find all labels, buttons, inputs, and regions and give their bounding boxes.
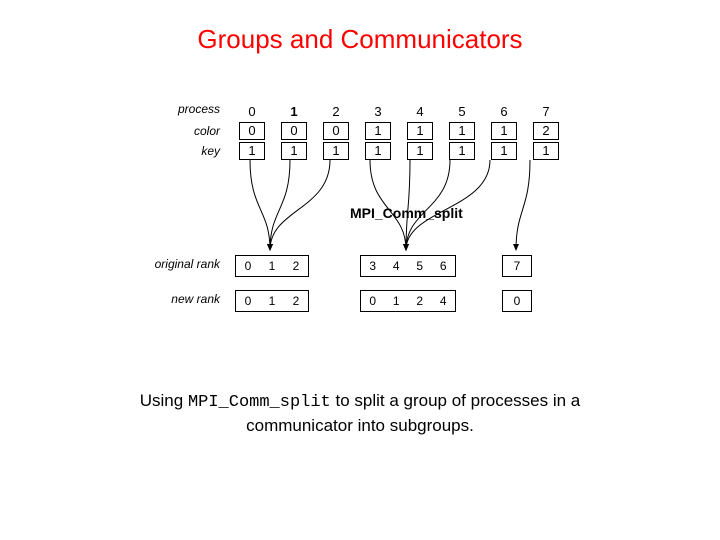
rank-cell: 1 bbox=[260, 291, 284, 311]
process-id: 0 bbox=[232, 102, 272, 120]
key-cell: 1 bbox=[274, 142, 314, 160]
rank-cell: 2 bbox=[408, 291, 432, 311]
rank-cell: 0 bbox=[361, 291, 385, 311]
color-cell: 1 bbox=[358, 122, 398, 140]
label-process: process bbox=[140, 102, 220, 116]
caption-code: MPI_Comm_split bbox=[188, 393, 331, 412]
color-cell: 1 bbox=[484, 122, 524, 140]
key-cell: 1 bbox=[316, 142, 356, 160]
rank-cell: 1 bbox=[385, 291, 409, 311]
process-id: 6 bbox=[484, 102, 524, 120]
key-cell: 1 bbox=[526, 142, 566, 160]
rank-cell: 5 bbox=[408, 256, 432, 276]
color-cell: 0 bbox=[232, 122, 272, 140]
new-rank-group: 0 bbox=[502, 290, 532, 312]
original-rank-group: 3456 bbox=[360, 255, 456, 277]
color-cell: 2 bbox=[526, 122, 566, 140]
rank-cell: 2 bbox=[284, 291, 308, 311]
color-cell: 0 bbox=[274, 122, 314, 140]
key-cell: 1 bbox=[400, 142, 440, 160]
rank-cell: 1 bbox=[260, 256, 284, 276]
process-id: 7 bbox=[526, 102, 566, 120]
page-title: Groups and Communicators bbox=[0, 24, 720, 55]
color-cell: 1 bbox=[442, 122, 482, 140]
diagram-area: process color key 01234567 00011112 1111… bbox=[170, 100, 570, 380]
original-rank-group: 7 bbox=[502, 255, 532, 277]
new-rank-group: 012 bbox=[235, 290, 309, 312]
key-cell: 1 bbox=[484, 142, 524, 160]
process-id: 2 bbox=[316, 102, 356, 120]
label-key: key bbox=[140, 144, 220, 158]
label-new-rank: new rank bbox=[140, 292, 220, 306]
key-cell: 1 bbox=[358, 142, 398, 160]
function-label: MPI_Comm_split bbox=[350, 205, 463, 221]
label-color: color bbox=[140, 124, 220, 138]
rank-cell: 4 bbox=[385, 256, 409, 276]
rank-cell: 6 bbox=[432, 256, 456, 276]
rank-cell: 0 bbox=[503, 291, 531, 311]
caption-prefix: Using bbox=[140, 391, 188, 410]
original-rank-group: 012 bbox=[235, 255, 309, 277]
process-table: 01234567 00011112 11111111 bbox=[230, 100, 568, 162]
rank-cell: 2 bbox=[284, 256, 308, 276]
label-original-rank: original rank bbox=[140, 257, 220, 271]
process-id: 5 bbox=[442, 102, 482, 120]
process-id: 3 bbox=[358, 102, 398, 120]
new-rank-group: 0124 bbox=[360, 290, 456, 312]
color-cell: 1 bbox=[400, 122, 440, 140]
rank-cell: 0 bbox=[236, 291, 260, 311]
caption: Using MPI_Comm_split to split a group of… bbox=[100, 390, 620, 438]
rank-cell: 0 bbox=[236, 256, 260, 276]
rank-cell: 4 bbox=[432, 291, 456, 311]
rank-cell: 3 bbox=[361, 256, 385, 276]
color-cell: 0 bbox=[316, 122, 356, 140]
rank-cell: 7 bbox=[503, 256, 531, 276]
process-id: 4 bbox=[400, 102, 440, 120]
key-cell: 1 bbox=[442, 142, 482, 160]
key-cell: 1 bbox=[232, 142, 272, 160]
process-id: 1 bbox=[274, 102, 314, 120]
